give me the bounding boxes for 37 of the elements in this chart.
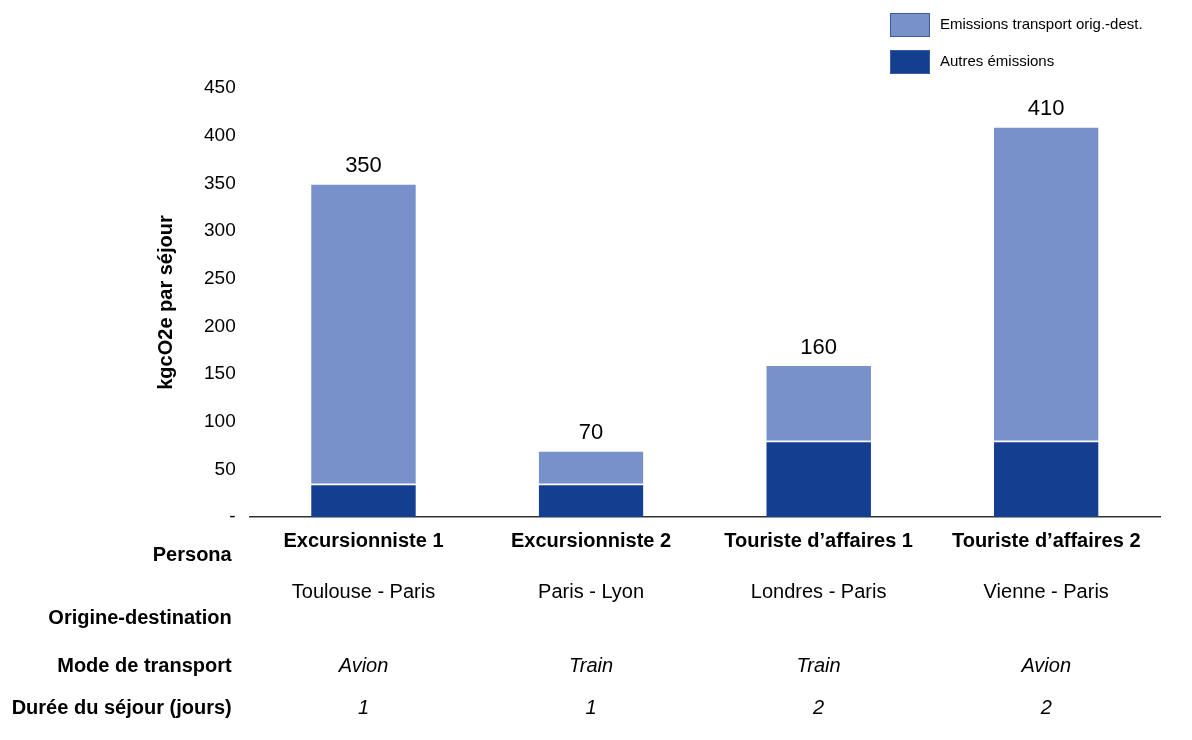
text: Train: [569, 653, 614, 676]
total-label: 350: [345, 152, 382, 178]
text: 1: [357, 695, 370, 718]
y-tick-label: 150: [204, 362, 236, 384]
text: Paris - Lyon: [538, 579, 645, 602]
y-tick-label: 100: [204, 409, 236, 431]
total-label: 410: [1027, 95, 1065, 121]
text: Londres - Paris: [750, 579, 887, 602]
x-tick-label: Touriste d’affaires 1: [724, 528, 913, 551]
x-tick-label: Excursionniste 2: [511, 528, 672, 551]
y-tick-label: 300: [204, 219, 236, 241]
total-label: 70: [578, 419, 604, 445]
x-axis-title: Persona: [152, 542, 233, 565]
text: 2: [812, 695, 825, 718]
y-tick-label: 200: [204, 314, 236, 336]
text: Mode de transport: [57, 653, 233, 676]
text: Avion: [337, 653, 389, 676]
y-axis-title: kgcO2e par séjour: [153, 215, 176, 390]
y-tick-label: 400: [204, 123, 236, 145]
y-tick-label: 250: [204, 266, 236, 288]
text: Avion: [1020, 653, 1072, 676]
text: Toulouse - Paris: [291, 579, 436, 602]
text: Train: [796, 653, 841, 676]
text: 2: [1039, 695, 1052, 718]
text: 1: [585, 695, 597, 718]
y-tick-label: 50: [214, 457, 236, 479]
text: Durée du séjour (jours): [11, 695, 232, 718]
legend-label: Emissions transport orig.-dest.: [940, 15, 1143, 33]
text: Vienne - Paris: [983, 579, 1109, 602]
total-label: 160: [800, 333, 837, 359]
x-tick-label: Touriste d’affaires 2: [951, 528, 1141, 551]
y-tick-label: 350: [204, 171, 236, 193]
legend-label: Autres émissions: [940, 52, 1055, 70]
y-tick-label: -: [229, 505, 236, 527]
x-tick-label: Excursionniste 1: [283, 528, 444, 551]
text: Origine-destination: [48, 605, 232, 628]
y-tick-label: 450: [204, 76, 236, 98]
